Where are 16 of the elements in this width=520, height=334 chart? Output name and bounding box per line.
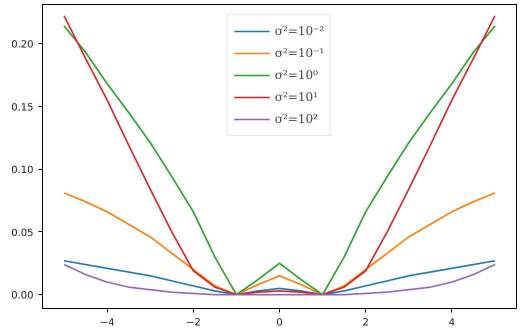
line-series <box>63 192 496 296</box>
legend-label: σ²=10⁻¹ <box>274 46 324 60</box>
legend-label: σ²=10² <box>274 112 318 126</box>
y-tick-label: 0.00 <box>11 290 34 302</box>
x-tick-label: 4 <box>448 318 456 328</box>
y-tick-label: 0.15 <box>11 102 34 114</box>
x-tick-label: −4 <box>100 318 115 328</box>
x-tick-label: −2 <box>186 318 201 328</box>
y-tick-label: 0.05 <box>11 228 34 239</box>
legend-label: σ²=10⁰ <box>274 68 318 82</box>
y-tick-label: 0.20 <box>11 39 34 50</box>
x-tick-label: 2 <box>362 318 369 328</box>
x-tick-label: 0 <box>276 318 283 328</box>
legend-label: σ²=10⁻² <box>274 24 324 38</box>
y-tick-label: 0.10 <box>11 165 34 176</box>
legend-label: σ²=10¹ <box>274 90 318 104</box>
